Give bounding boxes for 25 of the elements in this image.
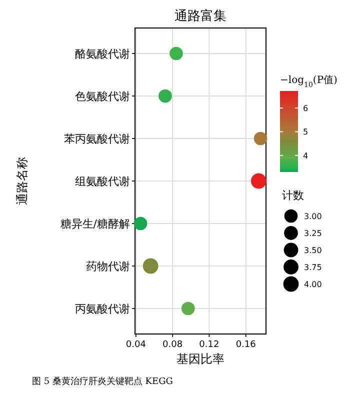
x-tick-label: 0.04 xyxy=(126,340,146,350)
legend-label: 3.00 xyxy=(304,212,322,221)
x-axis-title: 基因比率 xyxy=(176,352,224,366)
color-bar-label: 4 xyxy=(303,151,308,160)
y-axis-title: 通路名称 xyxy=(15,157,29,205)
y-tick-label: 药物代谢 xyxy=(86,260,130,273)
y-tick-label: 色氨酸代谢 xyxy=(75,90,130,103)
legend-title: 计数 xyxy=(282,189,304,202)
y-tick-label: 糖异生/糖酵解 xyxy=(60,218,130,230)
color-bar-label: 6 xyxy=(303,104,308,114)
y-tick-label: 组氨酸代谢 xyxy=(75,175,130,188)
x-tick-label: 0.08 xyxy=(162,340,183,350)
legend-label: 3.25 xyxy=(304,229,322,238)
caption: 图 5 桑黄治疗肝炎关键靶点 KEGG xyxy=(32,376,173,387)
y-tick-label: 酪氨酸代谢 xyxy=(75,48,130,60)
color-bar-label: 5 xyxy=(303,128,308,137)
chart-title: 通路富集 xyxy=(174,8,226,24)
y-tick-label: 苯丙氨酸代谢 xyxy=(64,132,130,146)
y-tick-label: 丙氨酸代谢 xyxy=(75,302,130,316)
legend-label: 3.75 xyxy=(304,263,322,272)
color-bar-title: −log$_{10}$(P值) xyxy=(280,75,338,89)
x-tick-label: 0.16 xyxy=(236,340,256,350)
x-tick-label: 0.12 xyxy=(199,340,220,350)
legend-label: 4.00 xyxy=(304,280,322,289)
legend-label: 3.50 xyxy=(304,246,322,255)
